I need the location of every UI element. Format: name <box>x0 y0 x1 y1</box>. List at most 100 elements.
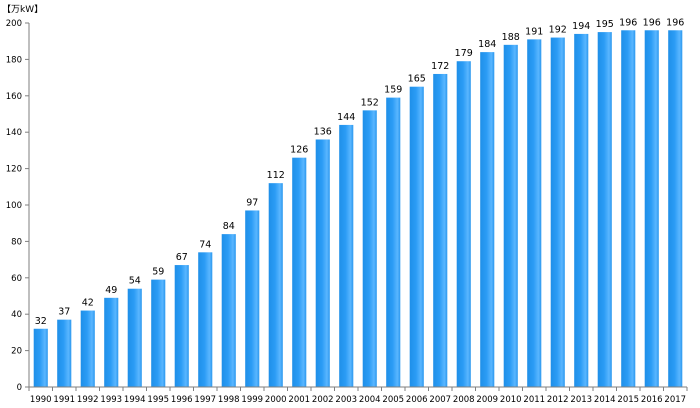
bar <box>174 265 189 387</box>
bar <box>433 73 448 388</box>
data-label: 196 <box>666 17 684 28</box>
bar <box>574 33 589 388</box>
x-tick-label: 2000 <box>265 395 287 405</box>
bar <box>151 279 166 387</box>
bar <box>80 310 95 387</box>
bar <box>668 30 683 388</box>
y-tick-label: 40 <box>11 310 22 320</box>
data-label: 172 <box>431 61 449 72</box>
bar <box>221 234 236 387</box>
x-tick-label: 2003 <box>335 395 357 405</box>
data-label: 194 <box>572 21 590 32</box>
x-tick-label: 1999 <box>241 395 263 405</box>
x-tick-label: 2008 <box>453 395 475 405</box>
x-tick-label: 2004 <box>359 395 381 405</box>
y-tick-label: 20 <box>11 347 22 357</box>
x-tick-label: 1996 <box>171 395 193 405</box>
x-tick-label: 2014 <box>594 395 616 405</box>
bar <box>597 32 612 387</box>
x-tick-label: 2017 <box>664 395 686 405</box>
data-label: 165 <box>408 74 426 85</box>
data-label: 126 <box>290 145 308 156</box>
data-labels: 32 37 42 49 54 59 67 74 84 97 112 126 136 144 152 159 16… <box>35 17 685 326</box>
data-label: 32 <box>35 316 47 327</box>
y-tick-label: 140 <box>6 128 22 138</box>
bars <box>33 30 683 388</box>
y-tick-label: 100 <box>6 201 22 211</box>
bar <box>644 30 659 388</box>
data-label: 67 <box>176 252 188 263</box>
y-tick-label: 80 <box>11 237 22 247</box>
bar <box>362 110 377 388</box>
y-tick-label: 160 <box>6 92 22 102</box>
bar <box>621 30 636 388</box>
bar <box>315 139 330 387</box>
bar <box>127 288 142 387</box>
bar <box>456 61 471 387</box>
data-label: 84 <box>223 221 235 232</box>
bar <box>527 39 542 387</box>
data-label: 196 <box>619 17 637 28</box>
y-tick-label: 60 <box>11 274 22 284</box>
x-tick-label: 2005 <box>382 395 404 405</box>
bar <box>386 97 401 388</box>
x-tick-label: 1994 <box>124 395 146 405</box>
x-tick-label: 2016 <box>641 395 663 405</box>
bar <box>33 328 48 387</box>
data-label: 59 <box>152 267 164 278</box>
x-tick-label: 1992 <box>77 395 99 405</box>
bar <box>339 124 354 388</box>
x-tick-label: 2010 <box>500 395 522 405</box>
bar <box>268 183 283 387</box>
x-tick-label: 2001 <box>288 395 310 405</box>
x-tick-label: 1993 <box>100 395 122 405</box>
x-tick-label: 2013 <box>570 395 592 405</box>
y-unit-label: 【万kW】 <box>2 4 43 15</box>
x-tick-label: 2007 <box>429 395 451 405</box>
x-tick-label: 1995 <box>147 395 169 405</box>
bar <box>198 252 213 387</box>
bar <box>57 319 72 387</box>
data-label: 97 <box>246 197 258 208</box>
data-label: 144 <box>337 112 355 123</box>
data-label: 195 <box>596 19 614 30</box>
data-label: 112 <box>267 170 285 181</box>
data-label: 136 <box>314 126 332 137</box>
bar <box>503 44 518 388</box>
x-tick-label: 2012 <box>547 395 569 405</box>
x-axis-ticks: 1990 1991 1992 1993 1994 1995 1996 1997 1998 1999… <box>28 387 688 405</box>
data-label: 54 <box>129 276 141 287</box>
y-tick-label: 0 <box>17 383 22 393</box>
y-tick-label: 180 <box>6 55 22 65</box>
x-tick-label: 1997 <box>194 395 216 405</box>
x-tick-label: 2009 <box>476 395 498 405</box>
bar <box>292 157 307 387</box>
x-tick-label: 2015 <box>617 395 639 405</box>
y-axis-ticks: 0 20 40 60 80 100 120 140 160 180 200 <box>6 19 29 393</box>
x-tick-label: 2011 <box>523 395 545 405</box>
x-tick-label: 2006 <box>406 395 428 405</box>
x-tick-label: 1998 <box>218 395 240 405</box>
data-label: 188 <box>502 32 520 43</box>
data-label: 49 <box>105 285 117 296</box>
data-label: 179 <box>455 48 473 59</box>
bar <box>480 52 495 388</box>
data-label: 152 <box>361 97 379 108</box>
x-tick-label: 2002 <box>312 395 334 405</box>
y-tick-label: 200 <box>6 19 22 29</box>
data-label: 42 <box>82 298 94 309</box>
bar <box>409 86 424 387</box>
data-label: 159 <box>384 85 402 96</box>
x-tick-label: 1990 <box>30 395 52 405</box>
bar <box>104 297 119 387</box>
data-label: 37 <box>58 307 70 318</box>
x-tick-label: 1991 <box>53 395 75 405</box>
bar <box>550 37 565 388</box>
y-tick-label: 120 <box>6 165 22 175</box>
data-label: 192 <box>549 25 567 36</box>
data-label: 74 <box>199 239 211 250</box>
data-label: 191 <box>525 26 543 37</box>
data-label: 184 <box>478 39 496 50</box>
data-label: 196 <box>643 17 661 28</box>
